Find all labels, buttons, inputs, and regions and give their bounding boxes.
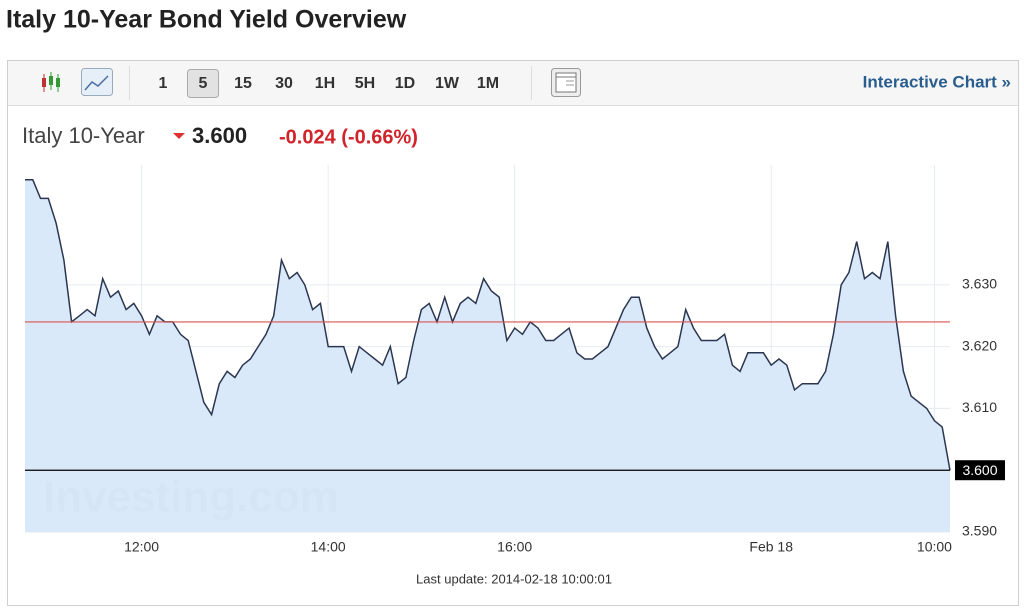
last-value-box — [955, 460, 1005, 481]
candle-icon[interactable] — [42, 72, 60, 92]
down-arrow — [173, 133, 185, 139]
x-tick-label: 16:00 — [497, 539, 532, 555]
y-tick-label: 3.620 — [962, 337, 997, 353]
interval-button[interactable]: 1M — [477, 75, 499, 92]
x-tick-label: 12:00 — [124, 539, 159, 555]
interval-button[interactable]: 15 — [234, 75, 252, 92]
price-change: -0.024 (-0.66%) — [279, 126, 418, 148]
interval-button[interactable]: 1 — [159, 75, 168, 92]
x-tick-label: 14:00 — [311, 539, 346, 555]
x-tick-label: Feb 18 — [749, 539, 793, 555]
interval-button[interactable]: 5 — [199, 75, 208, 92]
y-tick-label: 3.630 — [962, 276, 997, 292]
y-tick-label: 3.610 — [962, 399, 997, 415]
interval-button[interactable]: 1D — [395, 75, 415, 92]
interval-button[interactable]: 30 — [275, 75, 293, 92]
price: 3.600 — [192, 123, 247, 148]
interval-button[interactable]: 1W — [435, 75, 460, 92]
area — [25, 179, 950, 533]
y-tick-label: 3.590 — [962, 523, 997, 539]
last-value-label: 3.600 — [962, 462, 997, 478]
line — [25, 179, 951, 471]
interactive-chart-link[interactable]: Interactive Chart » — [863, 72, 1011, 91]
last-update: Last update: 2014-02-18 10:00:01 — [416, 571, 612, 586]
toolbar — [8, 61, 1018, 105]
instrument-name: Italy 10-Year — [22, 123, 145, 148]
interval-selected[interactable] — [187, 69, 219, 98]
layout-icon[interactable] — [551, 68, 581, 97]
line-icon[interactable] — [81, 68, 113, 96]
x-tick-label: 10:00 — [917, 539, 952, 555]
interval-button[interactable]: 5H — [355, 75, 375, 92]
page-title: Italy 10-Year Bond Yield Overview — [6, 6, 407, 34]
interval-button[interactable]: 1H — [315, 75, 335, 92]
